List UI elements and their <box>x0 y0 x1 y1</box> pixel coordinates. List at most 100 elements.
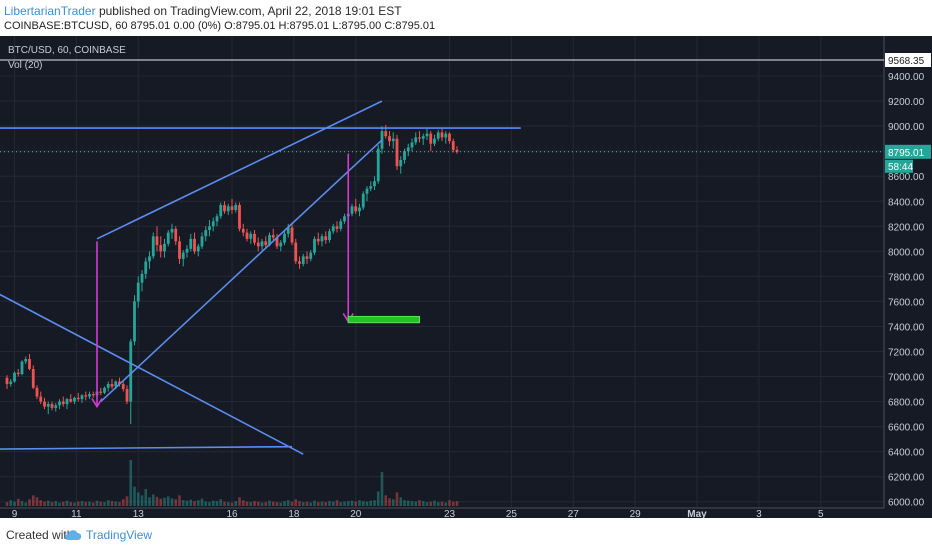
support-base-line[interactable] <box>0 445 293 450</box>
candle-body <box>211 221 215 227</box>
volume-bar <box>253 501 256 506</box>
candle-body <box>31 369 35 388</box>
candle-body <box>13 372 16 382</box>
volume-bar <box>256 501 260 506</box>
candle-body <box>410 142 414 148</box>
candle-body <box>421 136 425 139</box>
volume-bar <box>331 501 335 506</box>
volume-bar <box>301 502 305 506</box>
symbol-legend: BTC/USD, 60, COINBASE <box>8 45 126 56</box>
candle-body <box>54 405 58 408</box>
candle-body <box>73 397 76 402</box>
candle-body <box>395 138 399 167</box>
y-tick-label: 7600.00 <box>888 297 925 308</box>
volume-bar <box>211 500 215 506</box>
volume-bar <box>13 501 16 506</box>
candle-body <box>144 261 148 274</box>
tradingview-brand[interactable]: TradingView <box>86 528 153 542</box>
candle-body <box>155 236 159 246</box>
x-tick-label: 11 <box>71 509 82 518</box>
volume-bar <box>144 489 148 506</box>
candle-body <box>324 236 328 241</box>
candle-body <box>61 401 65 405</box>
volume-bar <box>121 499 125 506</box>
candle-body <box>361 193 365 208</box>
y-tick-label: 6600.00 <box>888 423 925 434</box>
x-tick-label: 5 <box>818 509 824 518</box>
volume-bar <box>91 502 95 506</box>
candle-body <box>320 236 324 242</box>
volume-bar <box>193 501 196 506</box>
volume-bar <box>433 500 436 506</box>
volume-bar <box>43 501 46 506</box>
volume-bar <box>335 500 339 506</box>
candle-body <box>148 256 151 262</box>
candle-body <box>24 359 28 362</box>
candle-body <box>335 226 339 229</box>
volume-bar <box>110 501 114 506</box>
volume-bar <box>316 502 320 506</box>
candle-body <box>249 233 253 239</box>
candle-body <box>388 136 391 142</box>
volume-bar <box>283 501 286 506</box>
volume-bar <box>305 501 309 506</box>
candle-body <box>238 205 241 229</box>
price-chart[interactable]: 6000.00 6200.00 6400.00 6600.00 6800.00 7000.… <box>0 36 932 518</box>
channel-upper-line[interactable] <box>96 100 383 240</box>
volume-bar <box>185 500 189 506</box>
volume-bar <box>275 502 279 506</box>
candle-body <box>193 238 196 252</box>
y-tick-label: 6400.00 <box>888 448 925 459</box>
candle-body <box>440 132 444 138</box>
candle-body <box>271 235 275 238</box>
candle-body <box>103 387 106 393</box>
volume-bar <box>403 500 406 506</box>
channel-lower-line[interactable] <box>100 139 383 403</box>
volume-bar <box>444 502 448 506</box>
candle-body <box>76 397 80 400</box>
candle-body <box>350 206 354 214</box>
volume-bar <box>241 500 245 506</box>
candle-body <box>391 138 395 142</box>
candle-body <box>200 236 204 247</box>
volume-bar <box>324 502 328 506</box>
candle-body <box>301 256 305 264</box>
author-link[interactable]: LibertarianTrader <box>4 4 96 18</box>
volume-bar <box>204 501 208 506</box>
volume-bar <box>399 497 403 506</box>
candle-body <box>316 238 320 242</box>
volume-bar <box>238 497 241 506</box>
candle-body <box>328 231 331 241</box>
candle-body <box>133 301 136 342</box>
x-tick-label: 16 <box>226 509 238 518</box>
chart-area[interactable]: 6000.00 6200.00 6400.00 6600.00 6800.00 7000.… <box>0 36 932 518</box>
candle-body <box>110 384 114 387</box>
candle-body <box>28 359 31 370</box>
footer: Created with TradingView <box>0 518 932 550</box>
candle-body <box>166 232 170 244</box>
volume-bar <box>181 500 185 506</box>
x-tick-label: 25 <box>506 509 518 518</box>
candle-body <box>286 227 290 234</box>
y-tick-label: 6200.00 <box>888 473 925 484</box>
volume-legend: Vol (20) <box>8 60 42 71</box>
volume-bar <box>279 502 283 506</box>
volume-bar <box>346 501 350 506</box>
candle-body <box>279 242 283 247</box>
volume-bar <box>290 501 294 506</box>
tradingview-logo[interactable]: TradingView <box>64 527 152 543</box>
target-zone[interactable] <box>347 315 420 324</box>
candle-body <box>118 381 121 385</box>
candle-body <box>290 227 294 243</box>
candle-body <box>298 261 301 264</box>
candle-body <box>35 387 39 397</box>
x-tick-label: May <box>687 509 707 518</box>
volume-bar <box>76 501 80 506</box>
volume-bar <box>391 499 395 506</box>
descending-trend-line[interactable] <box>0 286 304 455</box>
volume-bar <box>361 501 365 506</box>
candle-body <box>65 399 69 405</box>
volume-bar <box>69 502 73 506</box>
candle-body <box>185 248 189 253</box>
candle-body <box>418 137 421 139</box>
